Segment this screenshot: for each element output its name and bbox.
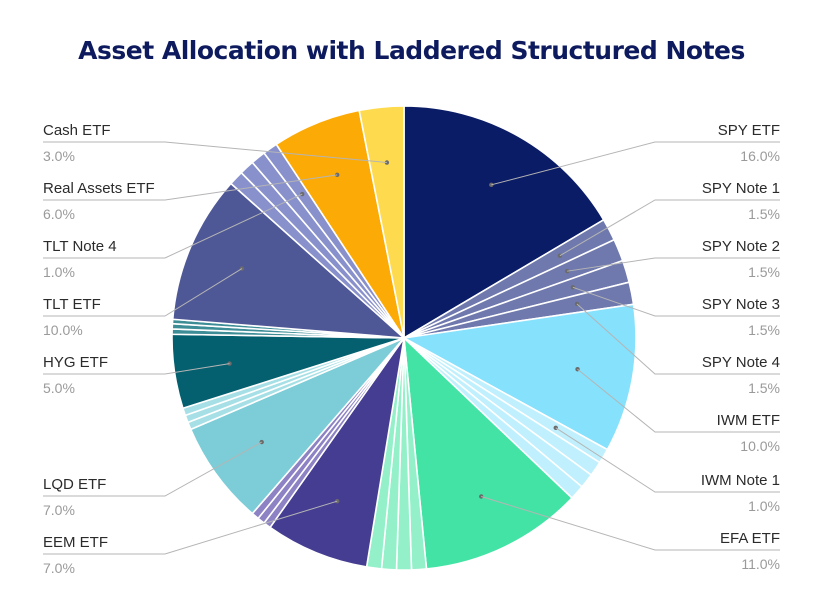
leader-line-tlt-etf (43, 268, 243, 317)
label-name-tlt-note-4: TLT Note 4 (43, 238, 117, 255)
leader-line-spy-note-4 (576, 303, 780, 375)
label-value-spy-note-1: 1.5% (748, 206, 780, 222)
label-name-iwm-note-1: IWM Note 1 (701, 472, 780, 489)
label-name-eem-etf: EEM ETF (43, 534, 108, 551)
label-value-iwm-note-1: 1.0% (748, 498, 780, 514)
label-name-hyg-etf: HYG ETF (43, 354, 108, 371)
label-name-real-assets-etf: Real Assets ETF (43, 180, 155, 197)
leader-line-spy-note-1 (559, 199, 780, 257)
label-value-eem-etf: 7.0% (43, 560, 75, 576)
label-name-spy-note-4: SPY Note 4 (702, 354, 780, 371)
label-value-cash-etf: 3.0% (43, 148, 75, 164)
leader-lines (43, 141, 780, 555)
label-value-lqd-etf: 7.0% (43, 502, 75, 518)
leader-line-iwm-etf (577, 368, 780, 433)
label-name-spy-note-1: SPY Note 1 (702, 180, 780, 197)
slice-cash-etf (358, 105, 405, 339)
pie-slices (171, 105, 637, 571)
leader-dot-eem-etf (334, 498, 340, 504)
label-name-spy-note-2: SPY Note 2 (702, 238, 780, 255)
label-value-tlt-etf: 10.0% (43, 322, 83, 338)
label-name-spy-note-3: SPY Note 3 (702, 296, 780, 313)
label-value-real-assets-etf: 6.0% (43, 206, 75, 222)
leader-line-lqd-etf (43, 441, 262, 497)
leader-dot-spy-note-3 (570, 285, 576, 290)
label-name-cash-etf: Cash ETF (43, 122, 111, 139)
label-name-efa-etf: EFA ETF (720, 530, 780, 547)
label-name-lqd-etf: LQD ETF (43, 476, 106, 493)
label-name-tlt-etf: TLT ETF (43, 296, 101, 313)
slice-iwm-etf (403, 303, 637, 451)
slice-spy-etf (403, 105, 605, 339)
label-name-iwm-etf: IWM ETF (717, 412, 780, 429)
label-value-spy-note-2: 1.5% (748, 264, 780, 280)
label-value-spy-etf: 16.0% (740, 148, 780, 164)
leader-line-tlt-note-4 (43, 193, 303, 259)
leader-line-cash-etf (43, 141, 387, 164)
label-value-iwm-etf: 10.0% (740, 438, 780, 454)
leader-line-iwm-note-1 (555, 427, 780, 493)
label-value-tlt-note-4: 1.0% (43, 264, 75, 280)
leader-line-spy-note-2 (567, 257, 780, 272)
leader-line-efa-etf (481, 496, 780, 551)
leader-line-eem-etf (43, 500, 338, 555)
slice-eem-etf (269, 337, 405, 568)
label-value-hyg-etf: 5.0% (43, 380, 75, 396)
slice-labels: SPY ETF 16.0% SPY Note 1 1.5% SPY Note 2 1.5%… (43, 122, 780, 576)
chart-title: Asset Allocation with Laddered Structure… (78, 36, 745, 65)
leader-line-hyg-etf (43, 363, 230, 375)
label-value-efa-etf: 11.0% (741, 556, 780, 572)
leader-line-real-assets-etf (43, 174, 338, 201)
label-name-spy-etf: SPY ETF (718, 122, 780, 139)
label-value-spy-note-3: 1.5% (748, 322, 780, 338)
slice-lqd-etf (189, 337, 405, 515)
leader-line-spy-note-3 (572, 286, 780, 317)
leader-line-spy-etf (491, 141, 780, 186)
label-value-spy-note-4: 1.5% (748, 380, 780, 396)
